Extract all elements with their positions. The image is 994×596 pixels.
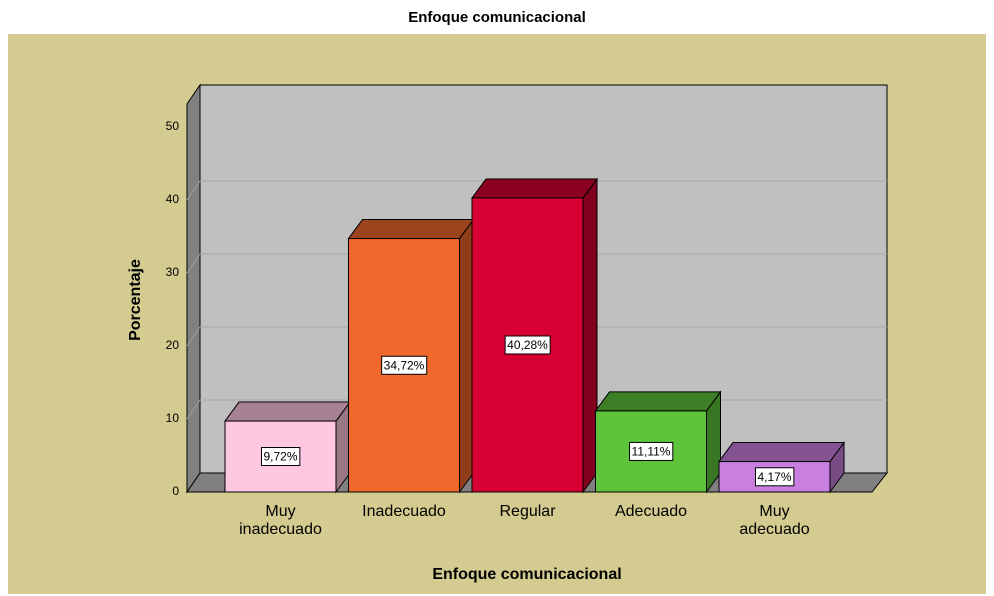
bar-top [224, 401, 351, 422]
value-label: 11,11% [632, 445, 671, 459]
value-label-box [504, 335, 551, 355]
y-axis-title: Porcentaje [127, 259, 144, 341]
x-tick-label: Regular [499, 503, 556, 520]
value-label: 40,28% [507, 338, 548, 352]
grid-line [186, 399, 201, 420]
y-tick-label: 0 [172, 484, 179, 498]
value-label: 34,72% [384, 358, 425, 372]
y-tick-label: 20 [166, 338, 180, 352]
x-tick-label: Muy adecuado [739, 503, 809, 538]
y-tick-label: 40 [166, 192, 180, 206]
value-label: 9,72% [263, 450, 297, 464]
y-tick-label: 10 [166, 411, 180, 425]
grid-line [186, 253, 201, 274]
bar-top [718, 442, 845, 463]
x-tick-label: Muy inadecuado [239, 503, 322, 538]
value-label-box [381, 355, 428, 375]
x-tick-label: Inadecuado [362, 503, 446, 520]
bar [718, 441, 845, 494]
value-label-box [629, 441, 674, 461]
left-wall [186, 83, 201, 494]
chart-title: Enfoque comunicacional [408, 9, 586, 26]
value-label: 4,17% [757, 470, 791, 484]
bar-top [471, 178, 598, 199]
x-tick-label: Adecuado [615, 503, 687, 520]
y-tick-label: 30 [166, 265, 180, 279]
value-label-box [260, 447, 301, 467]
value-label-box [754, 467, 795, 487]
bar-side [582, 177, 598, 494]
bar-top [594, 391, 722, 412]
x-axis-title: Enfoque comunicacional [432, 566, 621, 583]
grid-line [186, 326, 201, 347]
bar-top [347, 219, 475, 240]
grid-line [186, 180, 201, 201]
bar-side [459, 218, 474, 494]
y-tick-label: 50 [166, 119, 180, 133]
